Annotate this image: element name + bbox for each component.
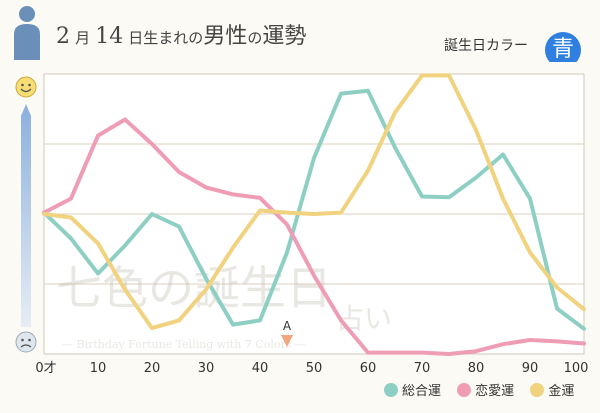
- marker-arrow-icon: [281, 335, 293, 347]
- sad-face-icon: [15, 331, 37, 353]
- legend-label-love: 恋愛運: [475, 384, 515, 399]
- title-fortune: 運勢: [262, 24, 307, 49]
- legend-dot-overall: [384, 383, 398, 397]
- watermark-subtitle: — Birthday Fortune Telling with 7 Colors…: [62, 338, 306, 351]
- legend-item-money: 金運: [530, 380, 574, 399]
- x-tick-70: 70: [414, 361, 431, 376]
- marker-label: A: [283, 319, 292, 333]
- series-lines: [42, 73, 586, 356]
- title-day: 14: [95, 24, 124, 49]
- birth-color-label: 誕生日カラー: [444, 38, 528, 54]
- legend-item-overall: 総合運: [384, 380, 441, 399]
- legend-item-love: 恋愛運: [457, 380, 514, 399]
- x-tick-20: 20: [144, 361, 161, 376]
- x-tick-90: 90: [522, 361, 539, 376]
- x-tick-100: 100: [564, 361, 589, 376]
- title-month: 2: [56, 24, 70, 49]
- gauge-arrow-head: [21, 104, 31, 116]
- page-title: 2 月 14 日生まれの男性の運勢: [56, 18, 306, 50]
- legend-dot-money: [530, 383, 545, 397]
- legend-label-money: 金運: [548, 384, 575, 399]
- gauge-bar: [21, 115, 31, 327]
- title-day-unit: 日生まれの: [128, 29, 204, 47]
- x-tick-40: 40: [252, 361, 269, 376]
- sad-face-mouth: [20, 344, 32, 348]
- title-month-unit: 月: [75, 29, 91, 47]
- sad-face-eye-right: [28, 338, 31, 342]
- x-tick-50: 50: [306, 361, 323, 376]
- x-tick-30: 30: [198, 361, 215, 376]
- legend-dot-love: [457, 383, 472, 397]
- happy-face-eye-left: [21, 83, 24, 87]
- x-tick-0: 0才: [35, 361, 56, 376]
- happy-face-eye-right: [28, 83, 31, 87]
- x-axis-ticks: 0才 10 20 30 40 50 60 70 80 90 100: [35, 361, 588, 376]
- x-tick-10: 10: [90, 361, 107, 376]
- title-particle: の: [247, 29, 263, 47]
- happy-face-icon: [15, 76, 37, 98]
- series-line-love: [42, 117, 586, 356]
- title-gender: 男性: [203, 24, 248, 49]
- x-tick-60: 60: [360, 361, 377, 376]
- x-tick-80: 80: [468, 361, 485, 376]
- legend: 総合運 恋愛運 金運: [384, 380, 586, 399]
- sad-face-eye-left: [21, 338, 24, 342]
- series-line-money: [42, 73, 586, 331]
- watermark-title: 七色の誕生日: [56, 261, 332, 315]
- happy-face-mouth: [20, 88, 32, 93]
- legend-label-overall: 総合運: [402, 384, 442, 399]
- series-line-overall: [42, 88, 586, 331]
- watermark-title-small: 占い: [336, 302, 392, 335]
- header: 2 月 14 日生まれの男性の運勢 誕生日カラー 青: [0, 0, 600, 68]
- male-silhouette-icon: [14, 6, 40, 60]
